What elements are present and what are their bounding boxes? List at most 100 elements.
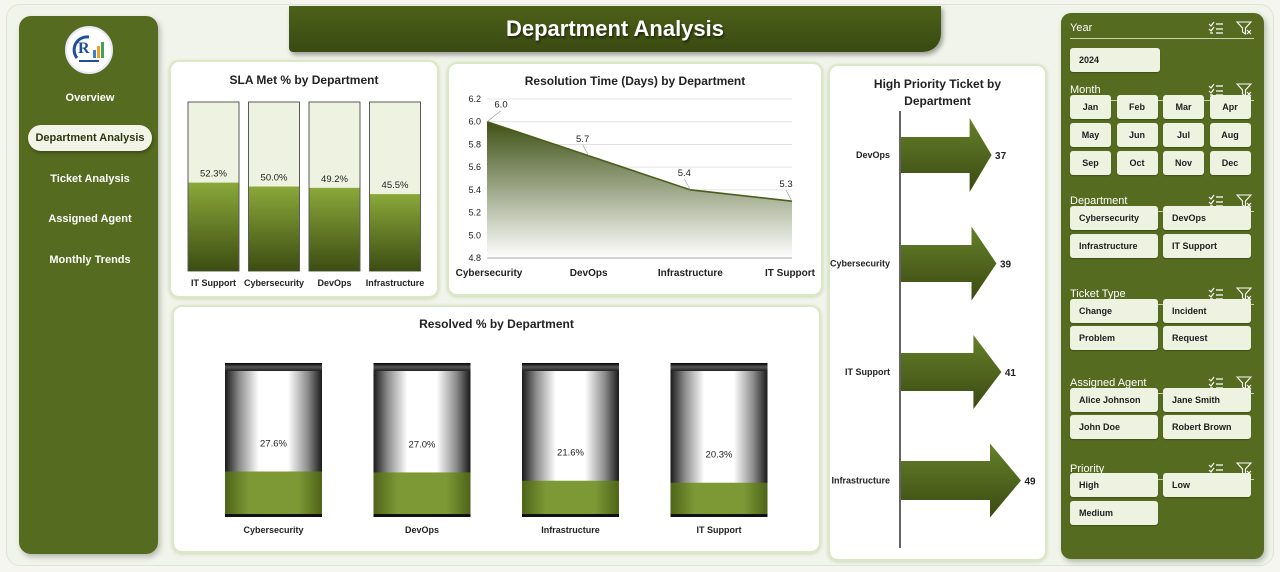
filter-option-incident[interactable]: Incident [1163, 299, 1251, 323]
filter-option-infrastructure[interactable]: Infrastructure [1070, 234, 1158, 258]
filter-option-it-support[interactable]: IT Support [1163, 234, 1251, 258]
multi-select-icon[interactable] [1208, 83, 1224, 102]
filter-option-oct[interactable]: Oct [1116, 151, 1158, 175]
priority-category-label: DevOps [856, 150, 890, 160]
resolved-fill [670, 482, 768, 514]
multi-select-icon[interactable] [1208, 287, 1224, 306]
filter-option-cybersecurity[interactable]: Cybersecurity [1070, 206, 1158, 230]
resolution-time-panel: Resolution Time (Days) by Department 4.8… [447, 62, 823, 296]
filter-option-jul[interactable]: Jul [1163, 123, 1204, 147]
nav-item-ticket-analysis[interactable]: Ticket Analysis [50, 173, 130, 185]
filter-option-change[interactable]: Change [1070, 299, 1158, 323]
sla-data-label: 49.2% [321, 174, 348, 185]
filter-label: Year [1070, 22, 1093, 34]
sla-bar [188, 182, 239, 271]
filter-option-jun[interactable]: Jun [1116, 123, 1158, 147]
sla-chart: 52.3% IT Support 50.0% Cybersecurity 49.2% De… [187, 101, 425, 288]
resolved-data-label: 27.0% [409, 439, 436, 450]
filter-label: Priority [1070, 463, 1105, 475]
resolved-fill [225, 471, 322, 514]
y-tick-label: 6.0 [468, 117, 481, 127]
filter-label: Ticket Type [1070, 288, 1126, 300]
sla-data-label: 45.5% [382, 180, 409, 191]
multi-select-icon[interactable] [1208, 462, 1224, 481]
filter-header-priority: Priority [1070, 460, 1254, 480]
clear-filter-icon[interactable] [1235, 21, 1253, 40]
filter-panel: Year 2024 Month Jan Feb Mar Apr May Jun Jul Aug Sep… [1061, 13, 1264, 559]
filter-option-alice-johnson[interactable]: Alice Johnson [1070, 388, 1158, 412]
priority-arrow [901, 226, 997, 301]
resolution-data-label: 5.7 [576, 134, 589, 145]
filter-option-apr[interactable]: Apr [1209, 95, 1251, 119]
resolved-category-label: Infrastructure [541, 525, 600, 535]
filter-option-mar[interactable]: Mar [1163, 95, 1204, 119]
resolution-data-label: 5.3 [779, 179, 792, 190]
filter-option-high[interactable]: High [1070, 473, 1158, 497]
sla-bar [249, 186, 299, 271]
filter-option-jan[interactable]: Jan [1070, 95, 1111, 119]
resolved-data-label: 27.6% [260, 438, 287, 449]
priority-data-label: 41 [1005, 368, 1017, 379]
sla-category-label: Cybersecurity [244, 278, 304, 288]
resolved-panel: Resolved % by Department 27.6% Cybersecur… [172, 305, 821, 553]
priority-arrow [901, 118, 992, 192]
filter-option-john-doe[interactable]: John Doe [1070, 415, 1158, 439]
sla-category-label: DevOps [317, 278, 351, 288]
filter-option-feb[interactable]: Feb [1116, 95, 1158, 119]
priority-arrow [901, 443, 1021, 518]
filter-option-2024[interactable]: 2024 [1070, 48, 1160, 72]
sla-data-label: 52.3% [200, 169, 227, 180]
resolved-fill [522, 480, 619, 514]
filter-option-may[interactable]: May [1070, 123, 1111, 147]
filter-option-robert-brown[interactable]: Robert Brown [1163, 415, 1251, 439]
filter-option-nov[interactable]: Nov [1163, 151, 1204, 175]
resolution-area [487, 121, 792, 258]
priority-chart-title: High Priority Ticket by Department [873, 77, 1002, 108]
filter-option-dec[interactable]: Dec [1209, 151, 1251, 175]
resolved-fill [373, 472, 471, 514]
nav-item-assigned-agent[interactable]: Assigned Agent [48, 213, 132, 225]
filter-option-medium[interactable]: Medium [1070, 501, 1158, 525]
sla-bar [370, 194, 420, 271]
filter-option-sep[interactable]: Sep [1070, 151, 1111, 175]
sla-data-label: 50.0% [261, 173, 288, 184]
y-tick-label: 5.6 [468, 162, 481, 172]
nav-item-monthly-trends[interactable]: Monthly Trends [49, 254, 131, 266]
resolved-category-label: Cybersecurity [243, 525, 303, 535]
y-tick-label: 5.0 [468, 230, 481, 240]
resolution-category-label: IT Support [765, 268, 816, 279]
filter-option-devops[interactable]: DevOps [1163, 206, 1251, 230]
resolved-category-label: IT Support [697, 525, 742, 535]
filter-option-aug[interactable]: Aug [1209, 123, 1251, 147]
resolution-chart: 4.8 5.0 5.2 5.4 5.6 5.8 6.0 6.2 6.0 Cybersecurity… [456, 94, 816, 279]
filter-option-low[interactable]: Low [1163, 473, 1251, 497]
filter-label: Month [1070, 84, 1101, 96]
sla-category-label: Infrastructure [366, 278, 425, 288]
multi-select-icon[interactable] [1208, 376, 1224, 395]
high-priority-panel: High Priority Ticket by Department DevOp… [828, 64, 1047, 561]
multi-select-icon[interactable] [1208, 194, 1224, 213]
priority-arrow [901, 335, 1002, 409]
resolved-chart-title: Resolved % by Department [419, 317, 574, 331]
sla-met-panel: SLA Met % by Department 52.3% IT Support 5… [169, 60, 439, 298]
nav-item-overview[interactable]: Overview [65, 92, 115, 104]
filter-option-problem[interactable]: Problem [1070, 326, 1158, 350]
resolved-chart: 27.6% Cybersecurity 27.0% DevOps 21.6% Infras… [225, 363, 768, 535]
high-priority-chart: DevOps 37 Cybersecurity 39 IT Support 41 Infra… [830, 111, 1036, 548]
multi-select-icon[interactable] [1208, 21, 1224, 40]
priority-category-label: Infrastructure [831, 476, 890, 486]
page-header: Department Analysis [289, 6, 941, 52]
resolution-category-label: Cybersecurity [456, 268, 523, 279]
resolution-chart-title: Resolution Time (Days) by Department [524, 74, 746, 88]
sla-chart-title: SLA Met % by Department [229, 73, 379, 87]
resolved-category-label: DevOps [405, 525, 439, 535]
nav-item-department-analysis[interactable]: Department Analysis [28, 125, 152, 151]
y-tick-label: 6.2 [468, 94, 481, 104]
priority-data-label: 39 [1000, 260, 1012, 271]
filter-option-jane-smith[interactable]: Jane Smith [1163, 388, 1251, 412]
sidebar-nav: R Overview Department Analysis Ticket An… [19, 16, 158, 554]
filter-option-request[interactable]: Request [1163, 326, 1251, 350]
sla-category-label: IT Support [191, 278, 236, 288]
resolution-line [486, 120, 793, 203]
priority-category-label: IT Support [845, 367, 890, 377]
